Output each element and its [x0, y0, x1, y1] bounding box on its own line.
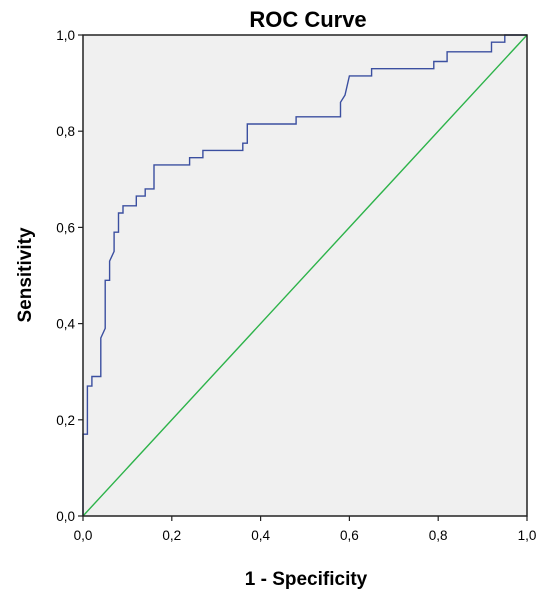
plot-frame [82, 34, 528, 517]
x-tick-label: 0,0 [74, 528, 93, 543]
ticks-layer: 0,0 0,2 0,4 0,6 0,8 1,0 0,0 0,2 0,4 0,6 0,8 1,0 [56, 28, 536, 543]
x-tick-label: 0,8 [429, 528, 448, 543]
y-axis-label: Sensitivity [15, 227, 36, 322]
y-tick-label: 0,6 [56, 220, 75, 235]
series-layer [82, 34, 528, 517]
x-tick-label: 0,6 [340, 528, 359, 543]
x-tick-label: 0,2 [162, 528, 181, 543]
y-tick-label: 0,4 [56, 317, 75, 332]
chart-title: ROC Curve [249, 7, 366, 32]
roc-curve-line [82, 34, 527, 516]
y-tick-label: 1,0 [56, 28, 75, 43]
reference-diagonal-line [82, 34, 528, 517]
x-tick-label: 0,4 [251, 528, 270, 543]
y-tick-label: 0,0 [56, 509, 75, 524]
y-tick-label: 0,8 [56, 124, 75, 139]
y-tick-label: 0,2 [56, 413, 75, 428]
x-axis-label: 1 - Specificity [245, 569, 368, 590]
x-tick-label: 1,0 [518, 528, 537, 543]
